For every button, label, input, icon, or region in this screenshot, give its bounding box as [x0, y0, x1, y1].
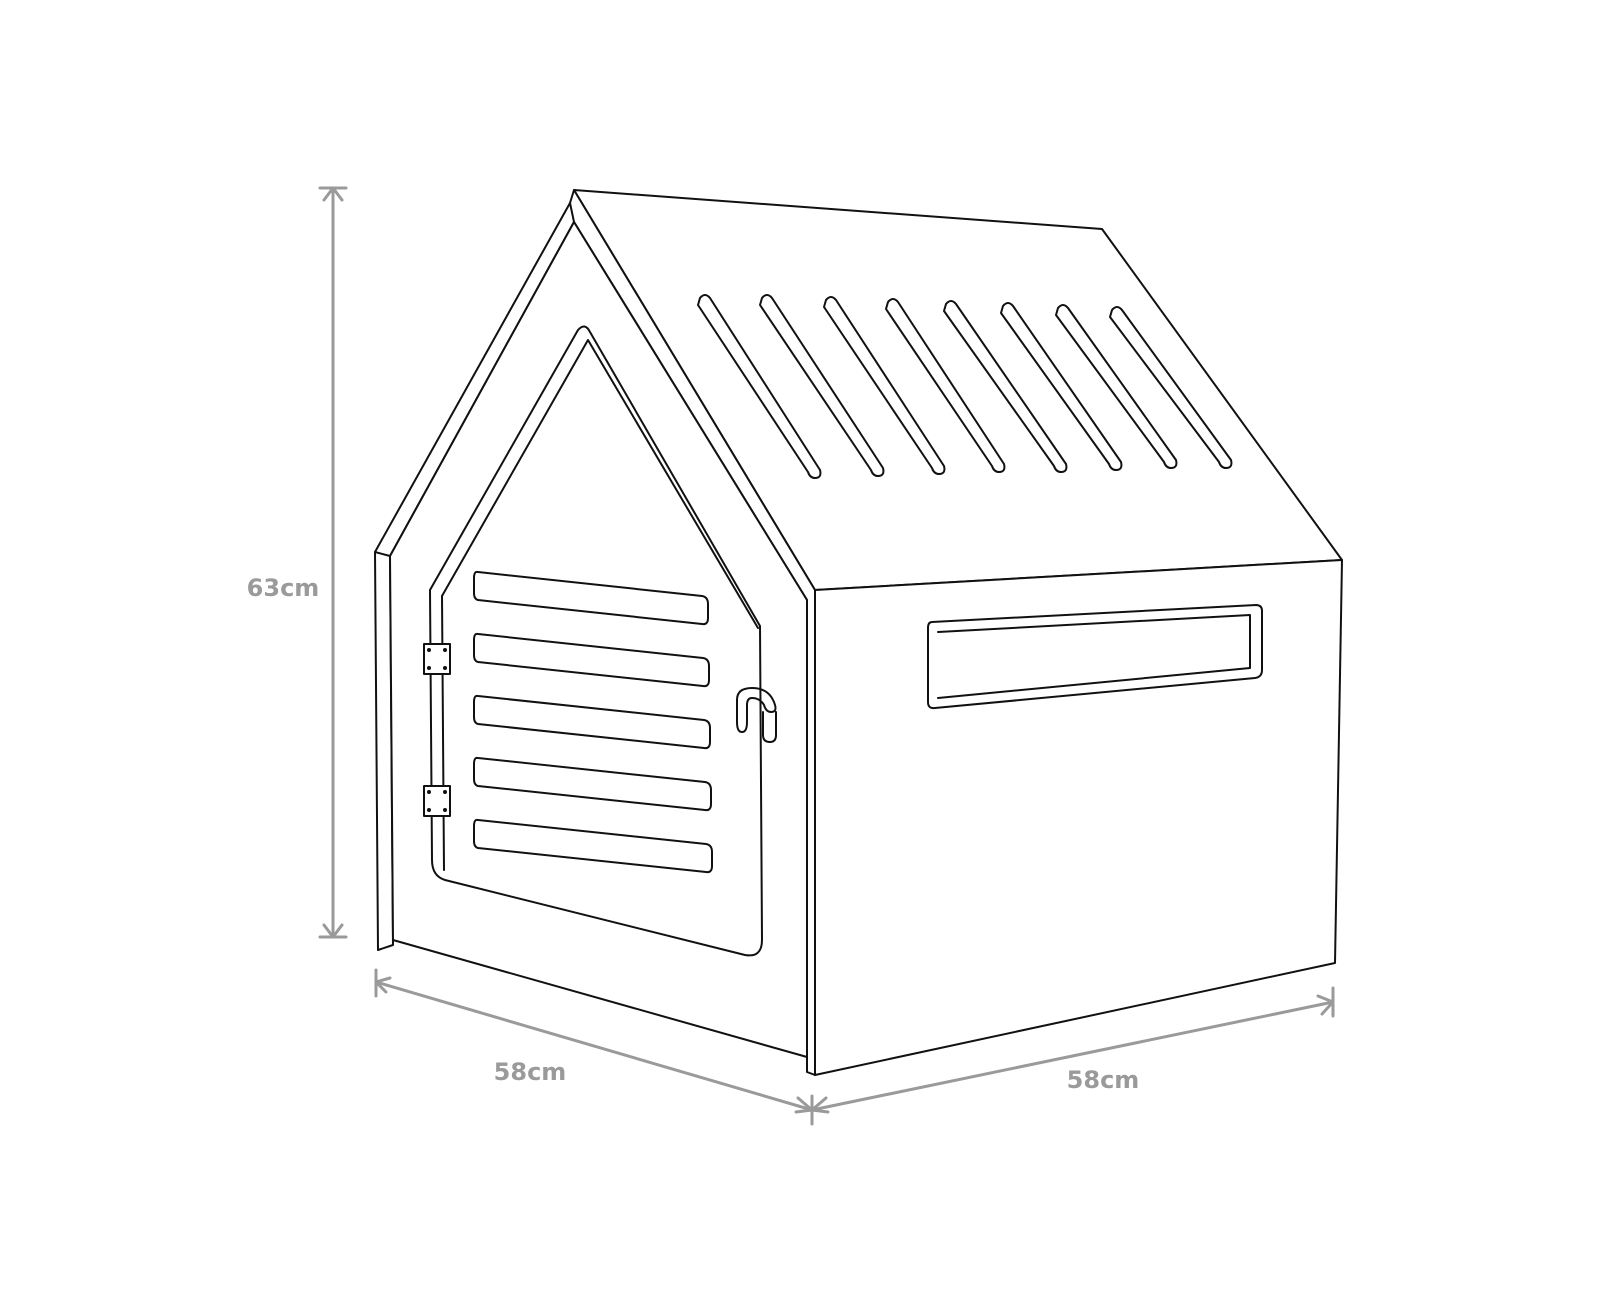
height-dimension	[318, 186, 348, 939]
height-label: 63cm	[247, 574, 320, 602]
width-label: 58cm	[1067, 1066, 1140, 1094]
width-dimension	[810, 986, 1335, 1114]
latch-handle-icon	[736, 687, 777, 743]
depth-label: 58cm	[494, 1058, 567, 1086]
side-window	[927, 604, 1263, 710]
roof-vents	[697, 294, 1233, 479]
hinge-icon	[423, 643, 451, 675]
hinge-icon	[423, 785, 451, 817]
dog-house	[374, 189, 1343, 1076]
door	[429, 325, 763, 957]
door-slats	[473, 570, 713, 874]
